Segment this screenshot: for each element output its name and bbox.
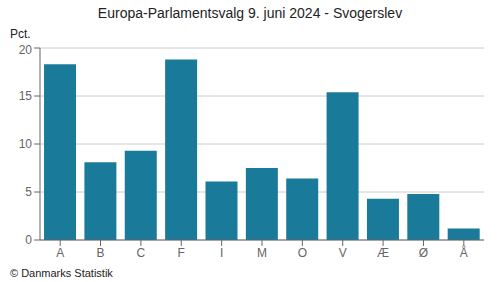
svg-text:Ø: Ø (419, 246, 428, 260)
html-text:Europa-Parlamentsvalg 9. juni: Europa-Parlamentsvalg 9. juni 2024 - Svo… (97, 5, 403, 21)
svg-text:V: V (339, 246, 347, 260)
svg-text:F: F (178, 246, 185, 260)
svg-text:5: 5 (25, 185, 32, 199)
svg-text:10: 10 (19, 137, 33, 151)
html-text:© Danmarks Statistik: © Danmarks Statistik (10, 267, 113, 279)
svg-text:A: A (56, 246, 64, 260)
html-text:Pct.: Pct. (10, 27, 31, 41)
svg-text:C: C (137, 246, 146, 260)
svg-text:O: O (298, 246, 307, 260)
svg-text:Æ: Æ (377, 246, 389, 260)
svg-text:15: 15 (19, 89, 33, 103)
svg-text:M: M (257, 246, 267, 260)
svg-text:Å: Å (460, 245, 468, 260)
svg-text:I: I (220, 246, 223, 260)
svg-text:B: B (97, 246, 105, 260)
svg-text:20: 20 (19, 43, 33, 57)
svg-text:0: 0 (25, 233, 32, 247)
